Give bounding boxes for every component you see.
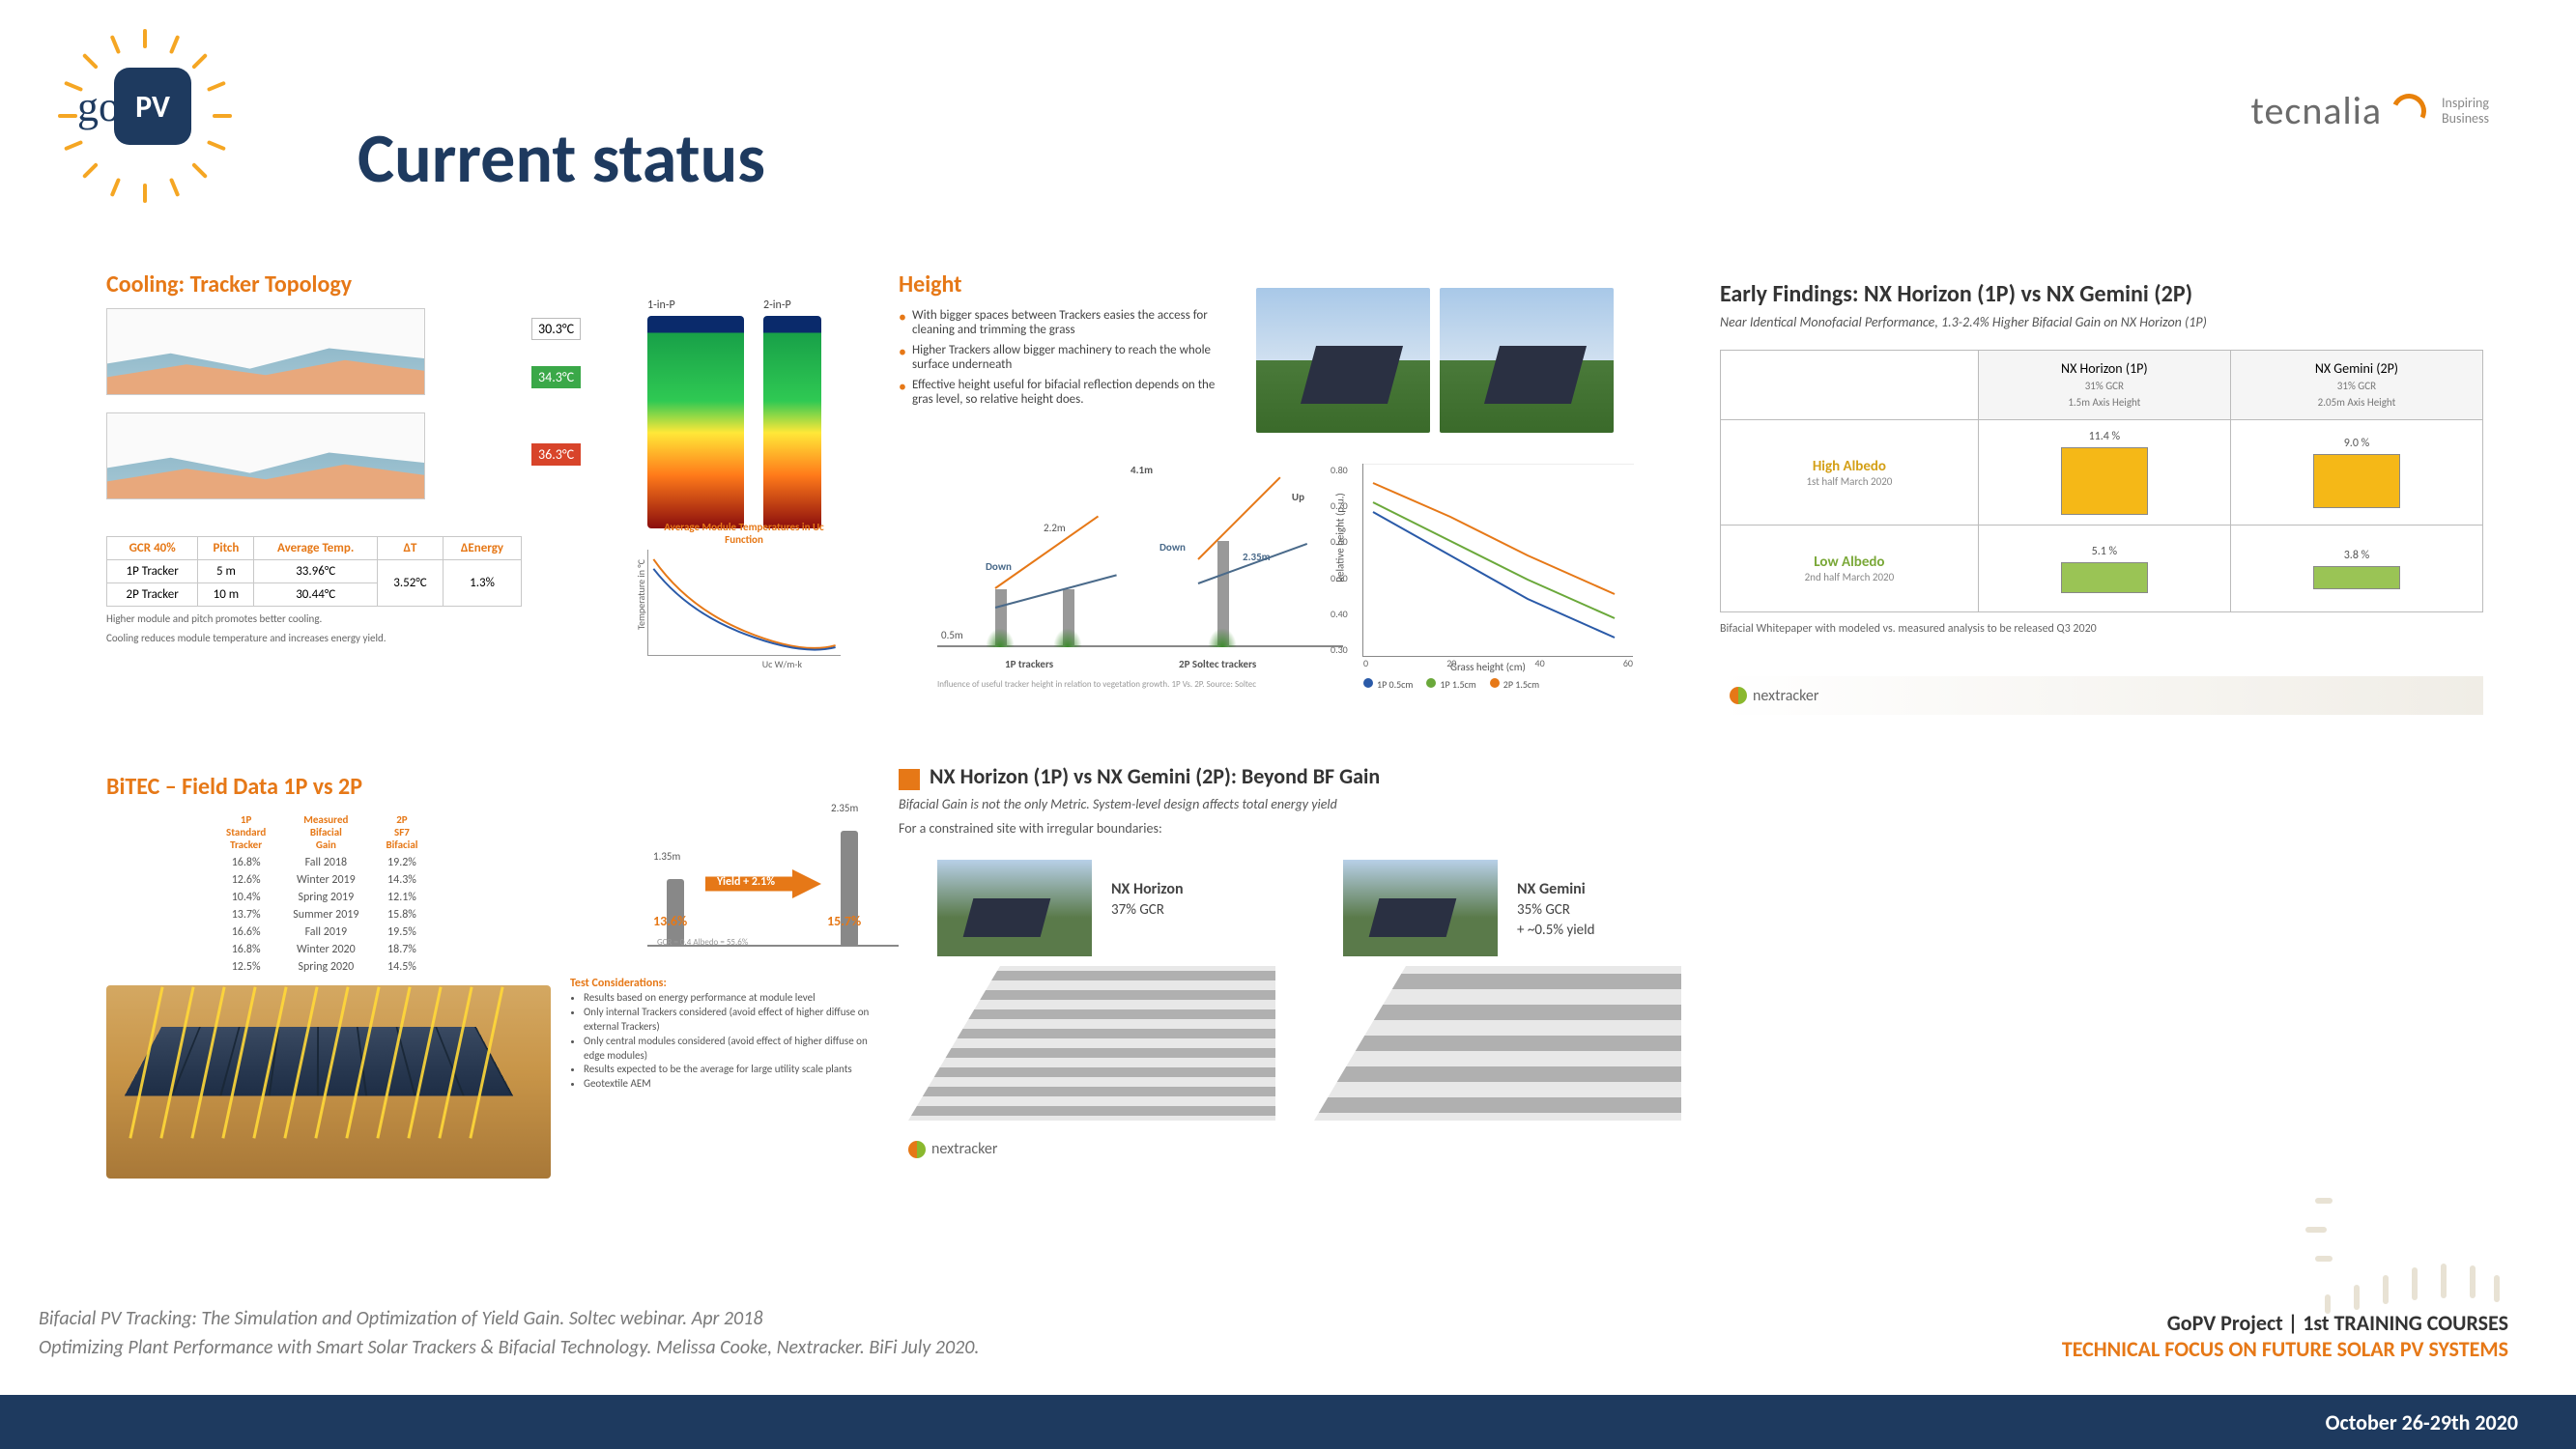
height-section: Height With bigger spaces between Tracke… bbox=[899, 270, 1662, 412]
cooling-table: GCR 40%PitchAverage Temp.ΔTΔEnergy 1P Tr… bbox=[106, 536, 522, 607]
yield-label: Yield + 2.1% bbox=[717, 875, 775, 889]
footer-ref-1: Bifacial PV Tracking: The Simulation and… bbox=[39, 1304, 979, 1333]
nx-beyond-section: NX Horizon (1P) vs NX Gemini (2P): Beyon… bbox=[899, 763, 1701, 837]
nx-note: For a constrained site with irregular bo… bbox=[899, 820, 1701, 837]
footer-proj: GoPV Project | 1st TRAINING COURSES bbox=[2062, 1310, 2508, 1336]
cooling-section: Cooling: Tracker Topology 30.3°C 34.3°C … bbox=[106, 270, 821, 743]
thermal-label-2inp: 2-in-P bbox=[763, 298, 791, 312]
test-hdr: Test Considerations: bbox=[570, 976, 870, 991]
tecnalia-logo: tecnalia Inspiring Business bbox=[2251, 87, 2489, 134]
height-bullets: With bigger spaces between Trackers easi… bbox=[899, 308, 1227, 407]
h-41: 4.1m bbox=[1131, 464, 1153, 476]
field-photo-2 bbox=[1440, 288, 1614, 433]
cooling-title: Cooling: Tracker Topology bbox=[106, 270, 821, 298]
gcr-note: GCR = 0.4 Albedo = 55.6% bbox=[657, 937, 748, 948]
h-down2: Down bbox=[1159, 541, 1186, 554]
cooling-note-1: Higher module and pitch promotes better … bbox=[106, 612, 522, 626]
temp-label-2: 34.3°C bbox=[531, 366, 581, 388]
footer-focus: TECHNICAL FOCUS ON FUTURE SOLAR PV SYSTE… bbox=[2062, 1336, 2508, 1362]
temp-label-3: 36.3°C bbox=[531, 443, 581, 466]
footer-bar bbox=[0, 1395, 2576, 1449]
h-up: Up bbox=[1292, 491, 1304, 503]
footer-ref-2: Optimizing Plant Performance with Smart … bbox=[39, 1333, 979, 1362]
avg-temp-chart: Uc W/m-k Temperature in °C bbox=[647, 550, 841, 656]
height-chart: Grass height (cm) Relative height (p.u.)… bbox=[1362, 464, 1633, 657]
tecnalia-sub: Inspiring Business bbox=[2442, 96, 2489, 126]
ef-note: Bifacial Whitepaper with modeled vs. mea… bbox=[1720, 622, 2483, 636]
footer-date: October 26-29th 2020 bbox=[2326, 1409, 2518, 1435]
site-info-horizon: NX Horizon37% GCR bbox=[1111, 879, 1184, 921]
yield-diagram: 1.35m 2.35m Yield + 2.1% 13.6% 15.7% GCR… bbox=[647, 802, 899, 966]
cooling-chart-2 bbox=[106, 412, 425, 499]
nextracker-icon bbox=[1730, 687, 1747, 704]
tecnalia-text: tecnalia bbox=[2251, 87, 2382, 134]
h-down1: Down bbox=[986, 560, 1012, 573]
h-135: 1.35m bbox=[653, 850, 680, 863]
cooling-note-2: Cooling reduces module temperature and i… bbox=[106, 632, 522, 645]
site-info-gemini: NX Gemini35% GCR+ ~0.5% yield bbox=[1517, 879, 1594, 941]
cooling-chart-1 bbox=[106, 308, 425, 395]
nextracker-icon bbox=[908, 1141, 926, 1158]
footer-references: Bifacial PV Tracking: The Simulation and… bbox=[39, 1304, 979, 1362]
avg-yaxis: Temperature in °C bbox=[635, 559, 647, 630]
h-05: 0.5m bbox=[941, 629, 963, 641]
h-235: 2.35m bbox=[831, 802, 858, 814]
pv-badge: PV bbox=[114, 68, 191, 145]
yield-v2: 15.7% bbox=[827, 913, 861, 929]
height-subcap: Influence of useful tracker height in re… bbox=[937, 679, 1256, 690]
footer-project: GoPV Project | 1st TRAINING COURSES TECH… bbox=[2062, 1310, 2508, 1362]
bitec-title: BiTEC – Field Data 1P vs 2P bbox=[106, 773, 870, 801]
slide-title: Current status bbox=[358, 116, 765, 201]
site-photo-horizon bbox=[937, 860, 1092, 956]
cap-2p: 2P Soltec trackers bbox=[1179, 658, 1256, 670]
test-considerations: Test Considerations: Results based on en… bbox=[570, 976, 870, 1092]
orange-square-icon bbox=[899, 769, 920, 790]
h-22: 2.2m bbox=[1044, 522, 1066, 534]
nx-title: NX Horizon (1P) vs NX Gemini (2P): Beyon… bbox=[930, 763, 1380, 789]
decor-rays: const pos=[[20,140,6,20],[50,130,6,26],[… bbox=[2305, 1159, 2518, 1314]
height-diagram: 4.1m Up 2.2m 2.35m Down Down 0.5m 1P tra… bbox=[937, 464, 1343, 676]
nextracker-footer: nextracker bbox=[1720, 676, 2483, 715]
site-layout-horizon bbox=[908, 966, 1275, 1121]
nextracker-logo-1: nextracker bbox=[908, 1140, 997, 1158]
temp-label-1: 30.3°C bbox=[531, 318, 581, 340]
bitec-table: 1PStandardTrackerMeasuredBifacialGain2PS… bbox=[213, 810, 431, 976]
gopv-logo: for (let i=0;i<16;i++){ document.write('… bbox=[77, 68, 191, 145]
thermal-image-2 bbox=[763, 316, 821, 528]
field-photo-1 bbox=[1256, 288, 1430, 433]
tracker-render: for(let i=0;i<12;i++){document.write('<d… bbox=[106, 985, 551, 1179]
yield-v1: 13.6% bbox=[653, 913, 687, 929]
nx-sub: Bifacial Gain is not the only Metric. Sy… bbox=[899, 796, 1701, 812]
early-findings-section: Early Findings: NX Horizon (1P) vs NX Ge… bbox=[1720, 280, 2483, 636]
thermal-image-1 bbox=[647, 316, 744, 528]
ef-sub: Near Identical Monofacial Performance, 1… bbox=[1720, 314, 2483, 330]
tecnalia-arc-icon bbox=[2387, 88, 2431, 132]
avg-temp-caption: Average Module Temperatures in Uc Functi… bbox=[657, 521, 831, 546]
site-photo-gemini bbox=[1343, 860, 1498, 956]
thermal-label-1inp: 1-in-P bbox=[647, 298, 675, 312]
cap-1p: 1P trackers bbox=[1005, 658, 1053, 670]
bitec-section: BiTEC – Field Data 1P vs 2P 1PStandardTr… bbox=[106, 773, 870, 976]
ef-table: NX Horizon (1P)31% GCR 1.5m Axis Height … bbox=[1720, 350, 2483, 612]
avg-xaxis: Uc W/m-k bbox=[762, 658, 802, 670]
site-layout-gemini bbox=[1314, 966, 1681, 1121]
h-235b: 2.35m bbox=[1243, 551, 1271, 563]
ef-title: Early Findings: NX Horizon (1P) vs NX Ge… bbox=[1720, 280, 2483, 308]
